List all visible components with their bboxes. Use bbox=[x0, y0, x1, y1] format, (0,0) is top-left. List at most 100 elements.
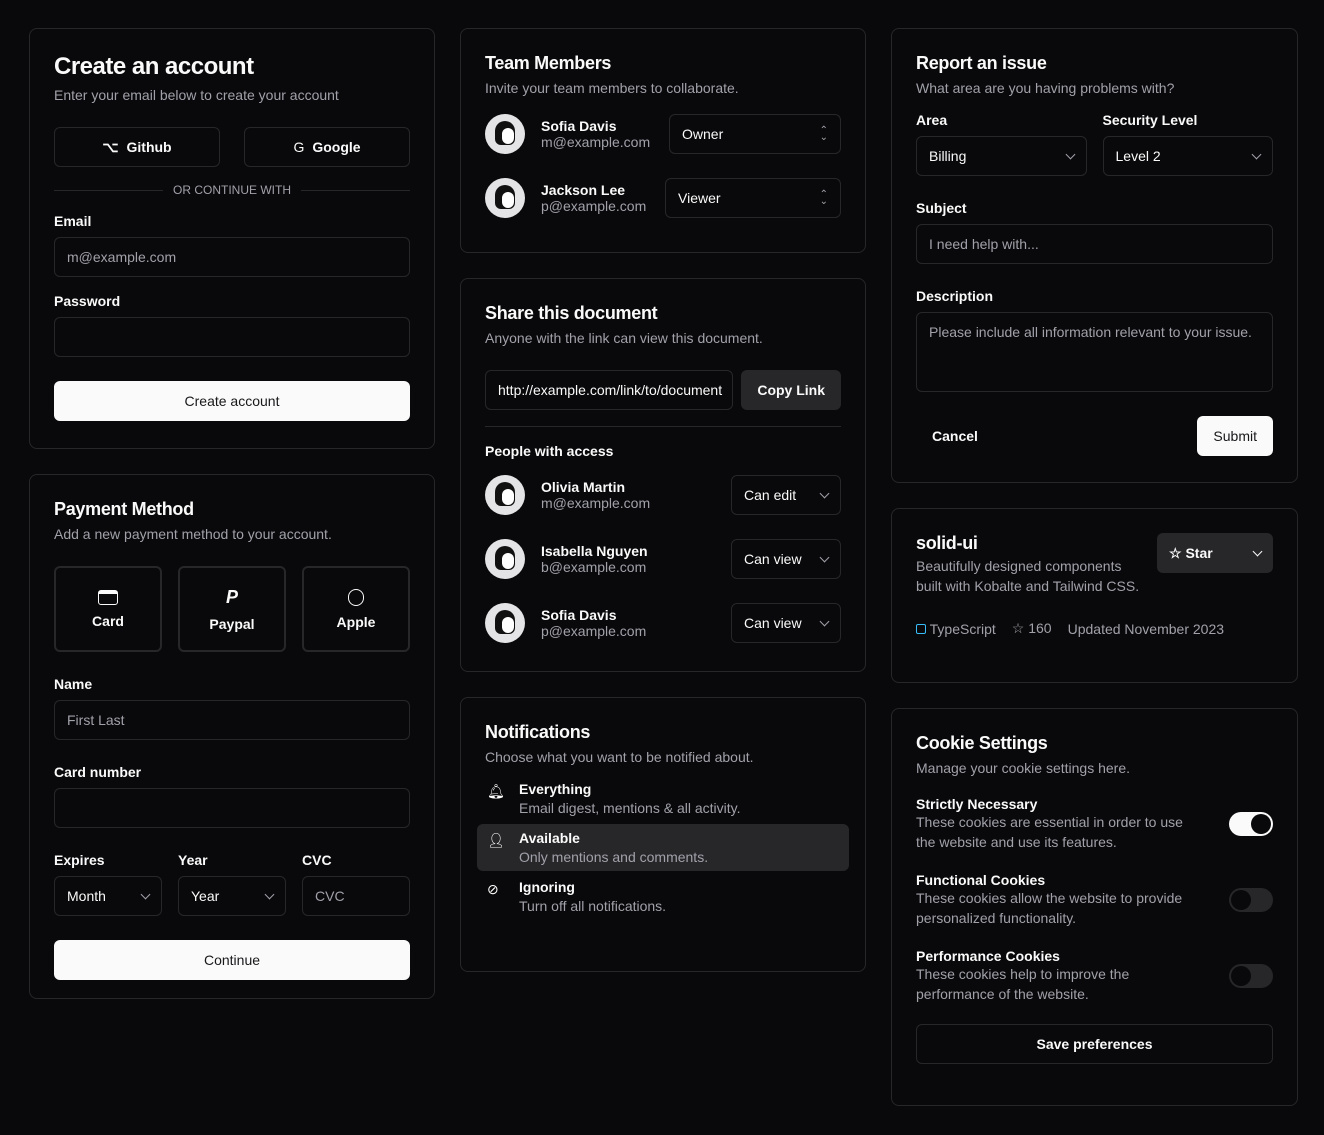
divider-text: OR CONTINUE WITH bbox=[173, 183, 291, 197]
cookie-toggle[interactable] bbox=[1229, 964, 1273, 988]
password-label: Password bbox=[54, 293, 121, 309]
member-name: Sofia Davis bbox=[541, 118, 617, 134]
card-subtitle: Add a new payment method to your account… bbox=[54, 526, 332, 542]
star-icon: ☆ bbox=[1169, 544, 1182, 561]
person-row: Sofia Davis p@example.com Can view bbox=[485, 603, 841, 643]
notification-title: Everything bbox=[519, 781, 592, 797]
repo-stars: 160 bbox=[1028, 620, 1052, 636]
chevrons-up-down-icon: ⌃ ⌄ bbox=[819, 189, 828, 207]
email-field[interactable]: m@example.com bbox=[54, 237, 410, 277]
card-number-label: Card number bbox=[54, 764, 142, 780]
member-email: m@example.com bbox=[541, 134, 651, 150]
card-title: Share this document bbox=[485, 303, 658, 323]
notification-desc: Turn off all notifications. bbox=[519, 898, 667, 914]
payment-option-apple[interactable]: Apple bbox=[302, 566, 410, 652]
card-subtitle: Anyone with the link can view this docum… bbox=[485, 330, 763, 346]
notification-desc: Email digest, mentions & all activity. bbox=[519, 800, 741, 816]
area-select[interactable]: Billing bbox=[916, 136, 1087, 176]
payment-option-label: Paypal bbox=[209, 615, 255, 632]
role-select[interactable]: Owner ⌃ ⌄ bbox=[669, 114, 841, 154]
card-title: Notifications bbox=[485, 722, 591, 742]
name-label: Name bbox=[54, 676, 93, 692]
chevron-down-icon bbox=[819, 488, 830, 498]
cvc-label: CVC bbox=[302, 852, 332, 868]
permission-value: Can view bbox=[744, 551, 802, 567]
cvc-field[interactable]: CVC bbox=[302, 876, 410, 916]
star-label: Star bbox=[1185, 544, 1213, 561]
chevrons-up-down-icon: ⌃ ⌄ bbox=[819, 125, 828, 143]
description-label: Description bbox=[916, 288, 994, 304]
payment-option-card[interactable]: Card bbox=[54, 566, 162, 652]
permission-select[interactable]: Can view bbox=[731, 539, 841, 579]
year-select[interactable]: Year bbox=[178, 876, 286, 916]
share-link-input[interactable]: http://example.com/link/to/document bbox=[485, 370, 734, 410]
credit-card-icon bbox=[98, 589, 118, 605]
star-button[interactable]: ☆ Star bbox=[1157, 533, 1273, 573]
permission-select[interactable]: Can view bbox=[731, 603, 841, 643]
avatar bbox=[485, 475, 525, 515]
eye-off-icon: ⊘ bbox=[487, 881, 499, 897]
repo-language: TypeScript bbox=[929, 620, 996, 637]
payment-option-label: Card bbox=[92, 612, 124, 629]
name-field[interactable]: First Last bbox=[54, 700, 410, 740]
cookie-toggle[interactable] bbox=[1229, 888, 1273, 912]
permission-value: Can edit bbox=[744, 487, 797, 503]
create-account-card: Create an account Enter your email below… bbox=[29, 28, 435, 449]
notification-option[interactable]: 👤︎ Available Only mentions and comments. bbox=[477, 824, 849, 871]
team-member-row: Jackson Lee p@example.com Viewer ⌃ ⌄ bbox=[485, 178, 841, 218]
google-button[interactable]: G Google bbox=[244, 127, 410, 167]
repo-updated: Updated November 2023 bbox=[1067, 620, 1225, 637]
divider bbox=[54, 189, 163, 191]
payment-option-paypal[interactable]: P Paypal bbox=[178, 566, 286, 652]
chevron-down-icon bbox=[819, 552, 830, 562]
apple-icon bbox=[348, 588, 364, 606]
team-members-card: Team Members Invite your team members to… bbox=[460, 28, 866, 253]
month-select[interactable]: Month bbox=[54, 876, 162, 916]
description-textarea[interactable]: Please include all information relevant … bbox=[916, 312, 1273, 392]
card-subtitle: Enter your email below to create your ac… bbox=[54, 87, 339, 103]
subject-label: Subject bbox=[916, 200, 967, 216]
notification-option[interactable]: 🔔︎ Everything Email digest, mentions & all… bbox=[477, 775, 849, 822]
person-name: Sofia Davis bbox=[541, 607, 617, 623]
person-row: Olivia Martin m@example.com Can edit bbox=[485, 475, 841, 515]
cookie-title: Performance Cookies bbox=[916, 948, 1060, 964]
submit-button[interactable]: Submit bbox=[1197, 416, 1273, 456]
cookie-setting: Functional Cookies These cookies allow th… bbox=[916, 872, 1273, 928]
avatar bbox=[485, 178, 525, 218]
email-label: Email bbox=[54, 213, 92, 229]
cookie-title: Functional Cookies bbox=[916, 872, 1046, 888]
card-subtitle: What area are you having problems with? bbox=[916, 80, 1175, 96]
notification-option[interactable]: ⊘ Ignoring Turn off all notifications. bbox=[477, 873, 849, 920]
continue-button[interactable]: Continue bbox=[54, 940, 410, 980]
save-preferences-button[interactable]: Save preferences bbox=[916, 1024, 1273, 1064]
person-email: m@example.com bbox=[541, 495, 651, 511]
create-account-button[interactable]: Create account bbox=[54, 381, 410, 421]
share-document-card: Share this document Anyone with the link… bbox=[460, 278, 866, 672]
chevron-down-icon bbox=[140, 889, 151, 899]
github-button[interactable]: ⌥ Github bbox=[54, 127, 220, 167]
card-title: Cookie Settings bbox=[916, 733, 1048, 753]
card-subtitle: Choose what you want to be notified abou… bbox=[485, 749, 754, 765]
role-select[interactable]: Viewer ⌃ ⌄ bbox=[665, 178, 841, 218]
team-member-row: Sofia Davis m@example.com Owner ⌃ ⌄ bbox=[485, 114, 841, 154]
cookie-toggle[interactable] bbox=[1229, 812, 1273, 836]
star-icon: ☆ bbox=[1011, 620, 1025, 636]
cookie-title: Strictly Necessary bbox=[916, 796, 1038, 812]
copy-link-button[interactable]: Copy Link bbox=[741, 370, 841, 410]
permission-select[interactable]: Can edit bbox=[731, 475, 841, 515]
person-row: Isabella Nguyen b@example.com Can view bbox=[485, 539, 841, 579]
cancel-button[interactable]: Cancel bbox=[932, 428, 978, 444]
cookie-setting: Performance Cookies These cookies help to… bbox=[916, 948, 1273, 1004]
report-issue-card: Report an issue What area are you having… bbox=[891, 28, 1298, 483]
card-number-field[interactable] bbox=[54, 788, 410, 828]
notification-title: Available bbox=[519, 830, 580, 846]
repo-description: Beautifully designed components built wi… bbox=[916, 558, 1140, 594]
security-level-select[interactable]: Level 2 bbox=[1102, 136, 1273, 176]
chevron-down-icon[interactable] bbox=[1252, 546, 1263, 556]
card-title: Create an account bbox=[54, 53, 254, 80]
chevron-down-icon bbox=[1065, 149, 1075, 159]
password-field[interactable] bbox=[54, 317, 410, 357]
area-value: Billing bbox=[929, 148, 967, 164]
notification-title: Ignoring bbox=[519, 879, 575, 895]
subject-field[interactable]: I need help with... bbox=[916, 224, 1273, 264]
